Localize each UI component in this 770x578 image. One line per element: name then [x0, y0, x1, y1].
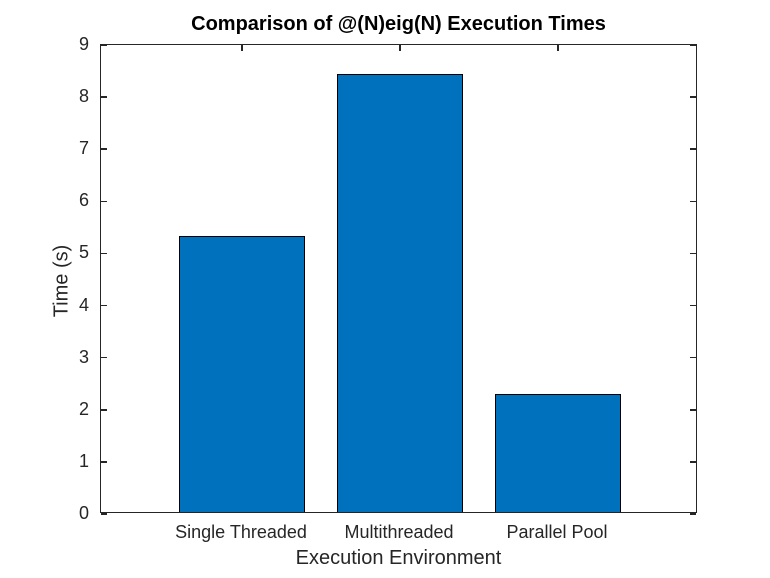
x-axis-label: Execution Environment — [295, 547, 502, 569]
bar-multithreaded — [337, 74, 463, 512]
x-tick-mark — [241, 45, 243, 51]
y-tick-mark — [690, 304, 696, 307]
y-tick-mark — [101, 461, 107, 463]
y-tick-mark — [690, 200, 696, 203]
y-tick-mark — [101, 356, 107, 359]
y-tick-label: 8 — [78, 86, 89, 107]
y-tick-mark — [101, 200, 107, 203]
y-tick-label: 9 — [78, 34, 89, 54]
y-tick-mark — [101, 409, 107, 411]
y-tick-mark — [101, 96, 107, 98]
y-tick-label: 1 — [78, 450, 89, 471]
y-tick-mark — [101, 252, 107, 255]
y-tick-mark — [690, 96, 696, 98]
x-tick-label: Single Threaded — [175, 522, 307, 542]
bar-single-threaded — [179, 235, 305, 512]
y-tick-mark — [690, 513, 696, 515]
x-tick-mark — [399, 45, 401, 51]
y-tick-label: 2 — [78, 398, 89, 419]
y-tick-mark — [690, 409, 696, 411]
bar-parallel-pool — [495, 394, 621, 512]
y-tick-mark — [690, 148, 696, 150]
y-tick-label: 7 — [78, 138, 89, 159]
chart-title: Comparison of @(N)eig(N) Execution Times — [191, 13, 606, 35]
x-tick-label: Parallel Pool — [506, 522, 608, 542]
y-tick-mark — [101, 44, 107, 46]
y-tick-mark — [690, 356, 696, 359]
x-tick-mark — [557, 45, 559, 51]
y-tick-label: 4 — [78, 294, 89, 315]
y-tick-mark — [101, 513, 107, 515]
y-tick-label: 5 — [78, 242, 89, 263]
y-tick-label: 6 — [78, 190, 89, 211]
plot-area — [100, 44, 697, 515]
y-tick-label: 0 — [78, 503, 89, 523]
y-tick-mark — [690, 44, 696, 46]
y-tick-mark — [690, 252, 696, 255]
y-tick-mark — [101, 148, 107, 150]
x-tick-label: Multithreaded — [344, 522, 454, 542]
y-tick-label: 3 — [78, 346, 89, 367]
y-tick-mark — [690, 461, 696, 463]
y-tick-mark — [101, 304, 107, 307]
